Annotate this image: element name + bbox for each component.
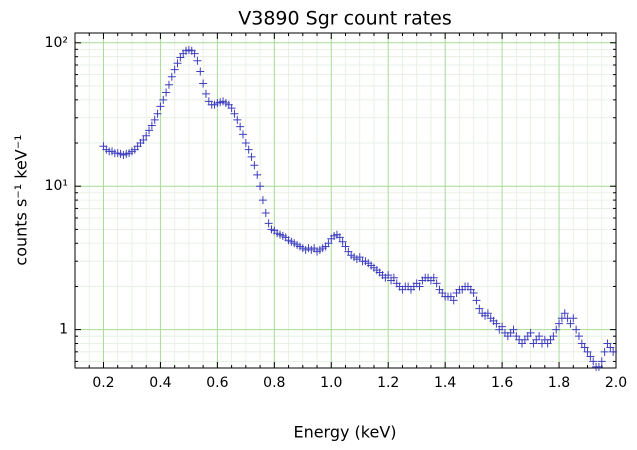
data-point <box>566 319 575 328</box>
data-point <box>264 219 273 228</box>
x-tick-label: 0.6 <box>206 375 228 391</box>
data-point <box>145 126 154 135</box>
data-point <box>230 109 239 118</box>
data-point <box>449 296 458 305</box>
data-point <box>552 325 561 334</box>
data-point <box>526 328 535 337</box>
data-point <box>201 89 210 98</box>
data-point <box>603 339 612 348</box>
data-point <box>574 332 583 341</box>
data-point <box>609 347 618 356</box>
data-point <box>341 242 350 251</box>
x-axis-label: Energy (keV) <box>293 423 396 442</box>
x-tick-label: 1.6 <box>491 375 513 391</box>
data-point <box>256 182 265 191</box>
y-tick-label: 10¹ <box>45 178 68 194</box>
x-tick-label: 1.2 <box>377 375 399 391</box>
data-point <box>555 319 564 328</box>
y-axis-label: counts s⁻¹ keV⁻¹ <box>12 134 31 265</box>
x-tick-label: 1.0 <box>320 375 342 391</box>
x-tick-label: 0.4 <box>149 375 171 391</box>
data-point <box>355 253 364 262</box>
data-point <box>589 357 598 366</box>
data-point <box>190 49 199 58</box>
data-point <box>142 131 151 140</box>
data-point <box>250 161 259 170</box>
data-point <box>196 67 205 76</box>
data-point <box>606 343 615 352</box>
data-point <box>580 343 589 352</box>
data-point <box>549 332 558 341</box>
data-point <box>153 109 162 118</box>
data-point <box>173 59 182 68</box>
data-point <box>324 239 333 248</box>
data-point <box>586 352 595 361</box>
data-point <box>233 115 242 124</box>
data-point <box>415 282 424 291</box>
y-tick-label: 10² <box>45 35 68 51</box>
data-point <box>483 309 492 318</box>
data-point <box>384 271 393 280</box>
data-point <box>569 314 578 323</box>
data-point <box>492 319 501 328</box>
data-point <box>600 347 609 356</box>
data-point <box>253 170 262 179</box>
data-point <box>170 65 179 74</box>
data-point <box>244 145 253 154</box>
data-point <box>535 332 544 341</box>
data-point <box>167 72 176 81</box>
data-point <box>338 237 347 246</box>
data-point <box>560 309 569 318</box>
data-point <box>236 122 245 131</box>
data-point <box>199 79 208 88</box>
data-point <box>429 273 438 282</box>
data-point <box>159 95 168 104</box>
chart-title: V3890 Sgr count rates <box>238 8 452 30</box>
data-point <box>469 289 478 298</box>
data-point <box>164 80 173 89</box>
data-point <box>572 325 581 334</box>
data-point <box>247 152 256 161</box>
data-point <box>238 130 247 139</box>
x-tick-label: 0.8 <box>263 375 285 391</box>
data-point <box>594 362 603 371</box>
data-point <box>509 325 518 334</box>
data-point <box>597 357 606 366</box>
data-point <box>139 135 148 144</box>
data-point <box>432 279 441 288</box>
data-point <box>498 322 507 331</box>
data-point <box>162 88 171 97</box>
data-point <box>389 273 398 282</box>
data-point <box>258 196 267 205</box>
x-tick-label: 1.8 <box>548 375 570 391</box>
data-point <box>577 339 586 348</box>
data-point <box>147 121 156 130</box>
data-point <box>193 56 202 65</box>
data-point <box>583 347 592 356</box>
data-point <box>150 115 159 124</box>
y-tick-label: 1 <box>59 322 68 338</box>
plot-frame <box>74 32 617 369</box>
x-tick-label: 0.2 <box>92 375 114 391</box>
data-point <box>472 296 481 305</box>
data-point <box>335 233 344 242</box>
data-point <box>241 139 250 148</box>
data-point <box>227 104 236 113</box>
data-point <box>156 102 165 111</box>
data-point <box>261 209 270 218</box>
data-point <box>475 304 484 313</box>
x-tick-label: 1.4 <box>434 375 456 391</box>
x-tick-label: 2.0 <box>605 375 627 391</box>
